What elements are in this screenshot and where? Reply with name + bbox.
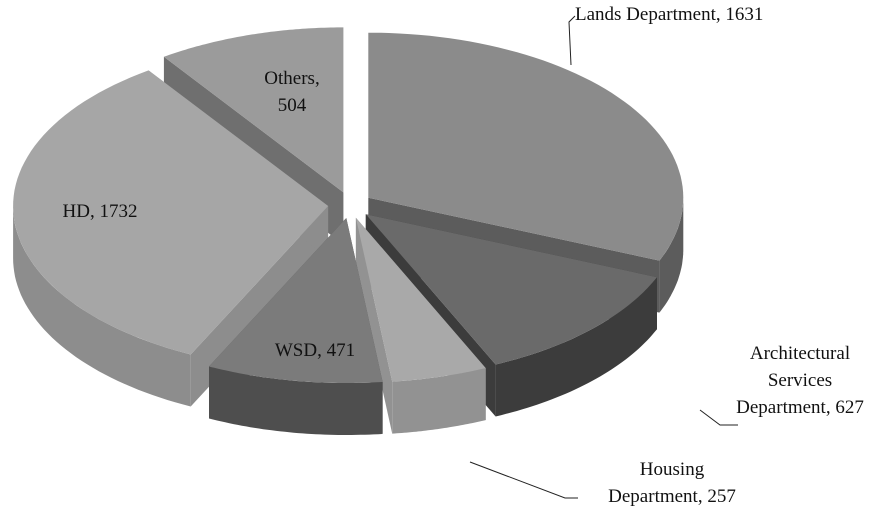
slice-side	[659, 197, 684, 313]
slice-top	[163, 27, 344, 193]
slice-top	[365, 214, 657, 365]
slice-top	[13, 70, 329, 355]
slice-side	[392, 368, 486, 434]
data-label: Housing Department, 257	[608, 459, 736, 507]
slice-side	[13, 206, 191, 407]
slice-wall	[355, 217, 393, 434]
slice-side	[495, 277, 657, 417]
data-label: WSD, 471	[275, 340, 355, 361]
slice-side	[209, 366, 383, 435]
leader-line	[699, 409, 738, 426]
slice-top	[355, 217, 486, 382]
data-label: HD, 1732	[63, 201, 138, 222]
leader-line	[568, 15, 576, 66]
data-label: Others, 504	[264, 68, 319, 116]
data-label: Lands Department, 1631	[575, 4, 763, 25]
slice-top	[209, 218, 383, 383]
data-label: Architectural Services Department, 627	[736, 343, 864, 418]
slice	[355, 217, 486, 434]
slice-top	[368, 32, 684, 261]
leader-line	[469, 461, 578, 499]
slice	[209, 218, 383, 435]
